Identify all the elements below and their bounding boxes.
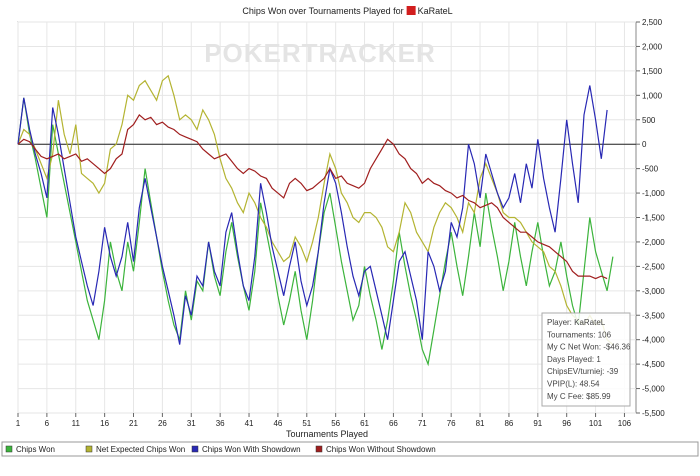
x-tick-label: 86 — [504, 419, 513, 428]
y-tick-label: 500 — [642, 116, 656, 125]
x-tick-label: 81 — [476, 419, 485, 428]
y-tick-label: -5,000 — [642, 385, 665, 394]
y-tick-label: -1,500 — [642, 214, 665, 223]
x-tick-label: 61 — [360, 419, 369, 428]
y-tick-label: 0 — [642, 140, 647, 149]
y-tick-label: -500 — [642, 165, 659, 174]
x-tick-label: 46 — [273, 419, 282, 428]
y-tick-label: 2,000 — [642, 42, 663, 51]
x-tick-label: 101 — [589, 419, 603, 428]
tooltip-line: Player: KaRateL — [547, 318, 606, 327]
x-tick-label: 96 — [562, 419, 571, 428]
x-tick-label: 36 — [216, 419, 225, 428]
y-tick-label: -3,500 — [642, 311, 665, 320]
y-axis-unit-marker: ↑ — [644, 212, 648, 221]
y-tick-label: -5,500 — [642, 409, 665, 418]
x-tick-label: 16 — [100, 419, 109, 428]
tooltip-lines: Player: KaRateL Tournaments: 106 My C Net … — [547, 318, 631, 401]
x-tick-label: 1 — [16, 419, 21, 428]
y-tick-label: -2,000 — [642, 238, 665, 247]
y-tick-label: -2,500 — [642, 262, 665, 271]
legend-box — [1, 441, 699, 457]
legend-label: Net Expected Chips Won — [96, 445, 185, 454]
grid-lines — [17, 21, 636, 414]
x-tick-label: 21 — [129, 419, 138, 428]
x-tick-label: 91 — [533, 419, 542, 428]
x-tick-label: 41 — [245, 419, 254, 428]
x-tick-label: 106 — [618, 419, 632, 428]
series-line-chips-won-with-showdown — [17, 85, 608, 345]
legend-swatch — [5, 445, 13, 453]
x-tick-label: 6 — [45, 419, 50, 428]
series-lines — [17, 74, 614, 367]
legend: Chips Won Net Expected Chips Won Chips Won… — [5, 445, 436, 454]
y-tick-label: -4,000 — [642, 336, 665, 345]
tooltip-line: Tournaments: 106 — [547, 330, 612, 339]
legend-label: Chips Won With Showdown — [202, 445, 301, 454]
legend-swatch — [191, 445, 199, 453]
series-line-chips-won-without-showdown — [17, 113, 608, 280]
chart-title: Chips Won over Tournaments Played for — [242, 6, 403, 16]
x-tick-label: 11 — [72, 419, 81, 428]
y-tick-label: 1,500 — [642, 67, 663, 76]
x-axis-label: Tournaments Played — [286, 429, 368, 439]
y-tick-label: -4,500 — [642, 360, 665, 369]
legend-label: Chips Won — [16, 445, 55, 454]
y-tick-label: -1,000 — [642, 189, 665, 198]
legend-swatch — [85, 445, 93, 453]
y-tick-label: 2,500 — [642, 18, 663, 27]
x-tick-label: 31 — [187, 419, 196, 428]
pokertracker-watermark: POKERTRACKER — [204, 38, 436, 68]
player-flag-icon — [406, 6, 416, 15]
series-line-net-expected-chips-won — [17, 74, 614, 346]
tooltip-line: My C Fee: $85.99 — [547, 392, 611, 401]
x-tick-label: 71 — [418, 419, 427, 428]
player-name: KaRateL — [418, 6, 453, 16]
y-axis-ticks: 2,500 2,000 1,500 1,000 500 0 -500 -1,000 -1,500… — [636, 18, 665, 418]
x-axis-ticks: 1 6 11 16 21 26 31 36 41 46 51 56 61 66 71 76 81 86 91 96 10… — [16, 413, 632, 428]
legend-item: Chips Won — [5, 445, 55, 454]
tooltip-line: VPIP(L): 48.54 — [547, 380, 600, 389]
legend-item: Chips Won Without Showdown — [315, 445, 436, 454]
hover-tooltip: Player: KaRateL Tournaments: 106 My C Net … — [541, 312, 631, 407]
tooltip-box — [541, 312, 631, 407]
x-tick-label: 51 — [302, 419, 311, 428]
x-tick-label: 56 — [331, 419, 340, 428]
legend-swatch — [315, 445, 323, 453]
y-tick-label: -3,000 — [642, 287, 665, 296]
legend-item: Chips Won With Showdown — [191, 445, 301, 454]
x-tick-label: 26 — [158, 419, 167, 428]
y-tick-label: 1,000 — [642, 91, 663, 100]
chart-title-group: Chips Won over Tournaments Played for Ka… — [242, 6, 453, 16]
legend-label: Chips Won Without Showdown — [326, 445, 436, 454]
x-tick-label: 76 — [447, 419, 456, 428]
tooltip-line: My C Net Won: -$46.36 — [547, 343, 631, 352]
tooltip-line: ChipsEV/turniej: -39 — [547, 367, 619, 376]
tooltip-line: Days Played: 1 — [547, 355, 601, 364]
legend-item: Net Expected Chips Won — [85, 445, 185, 454]
x-tick-label: 66 — [389, 419, 398, 428]
